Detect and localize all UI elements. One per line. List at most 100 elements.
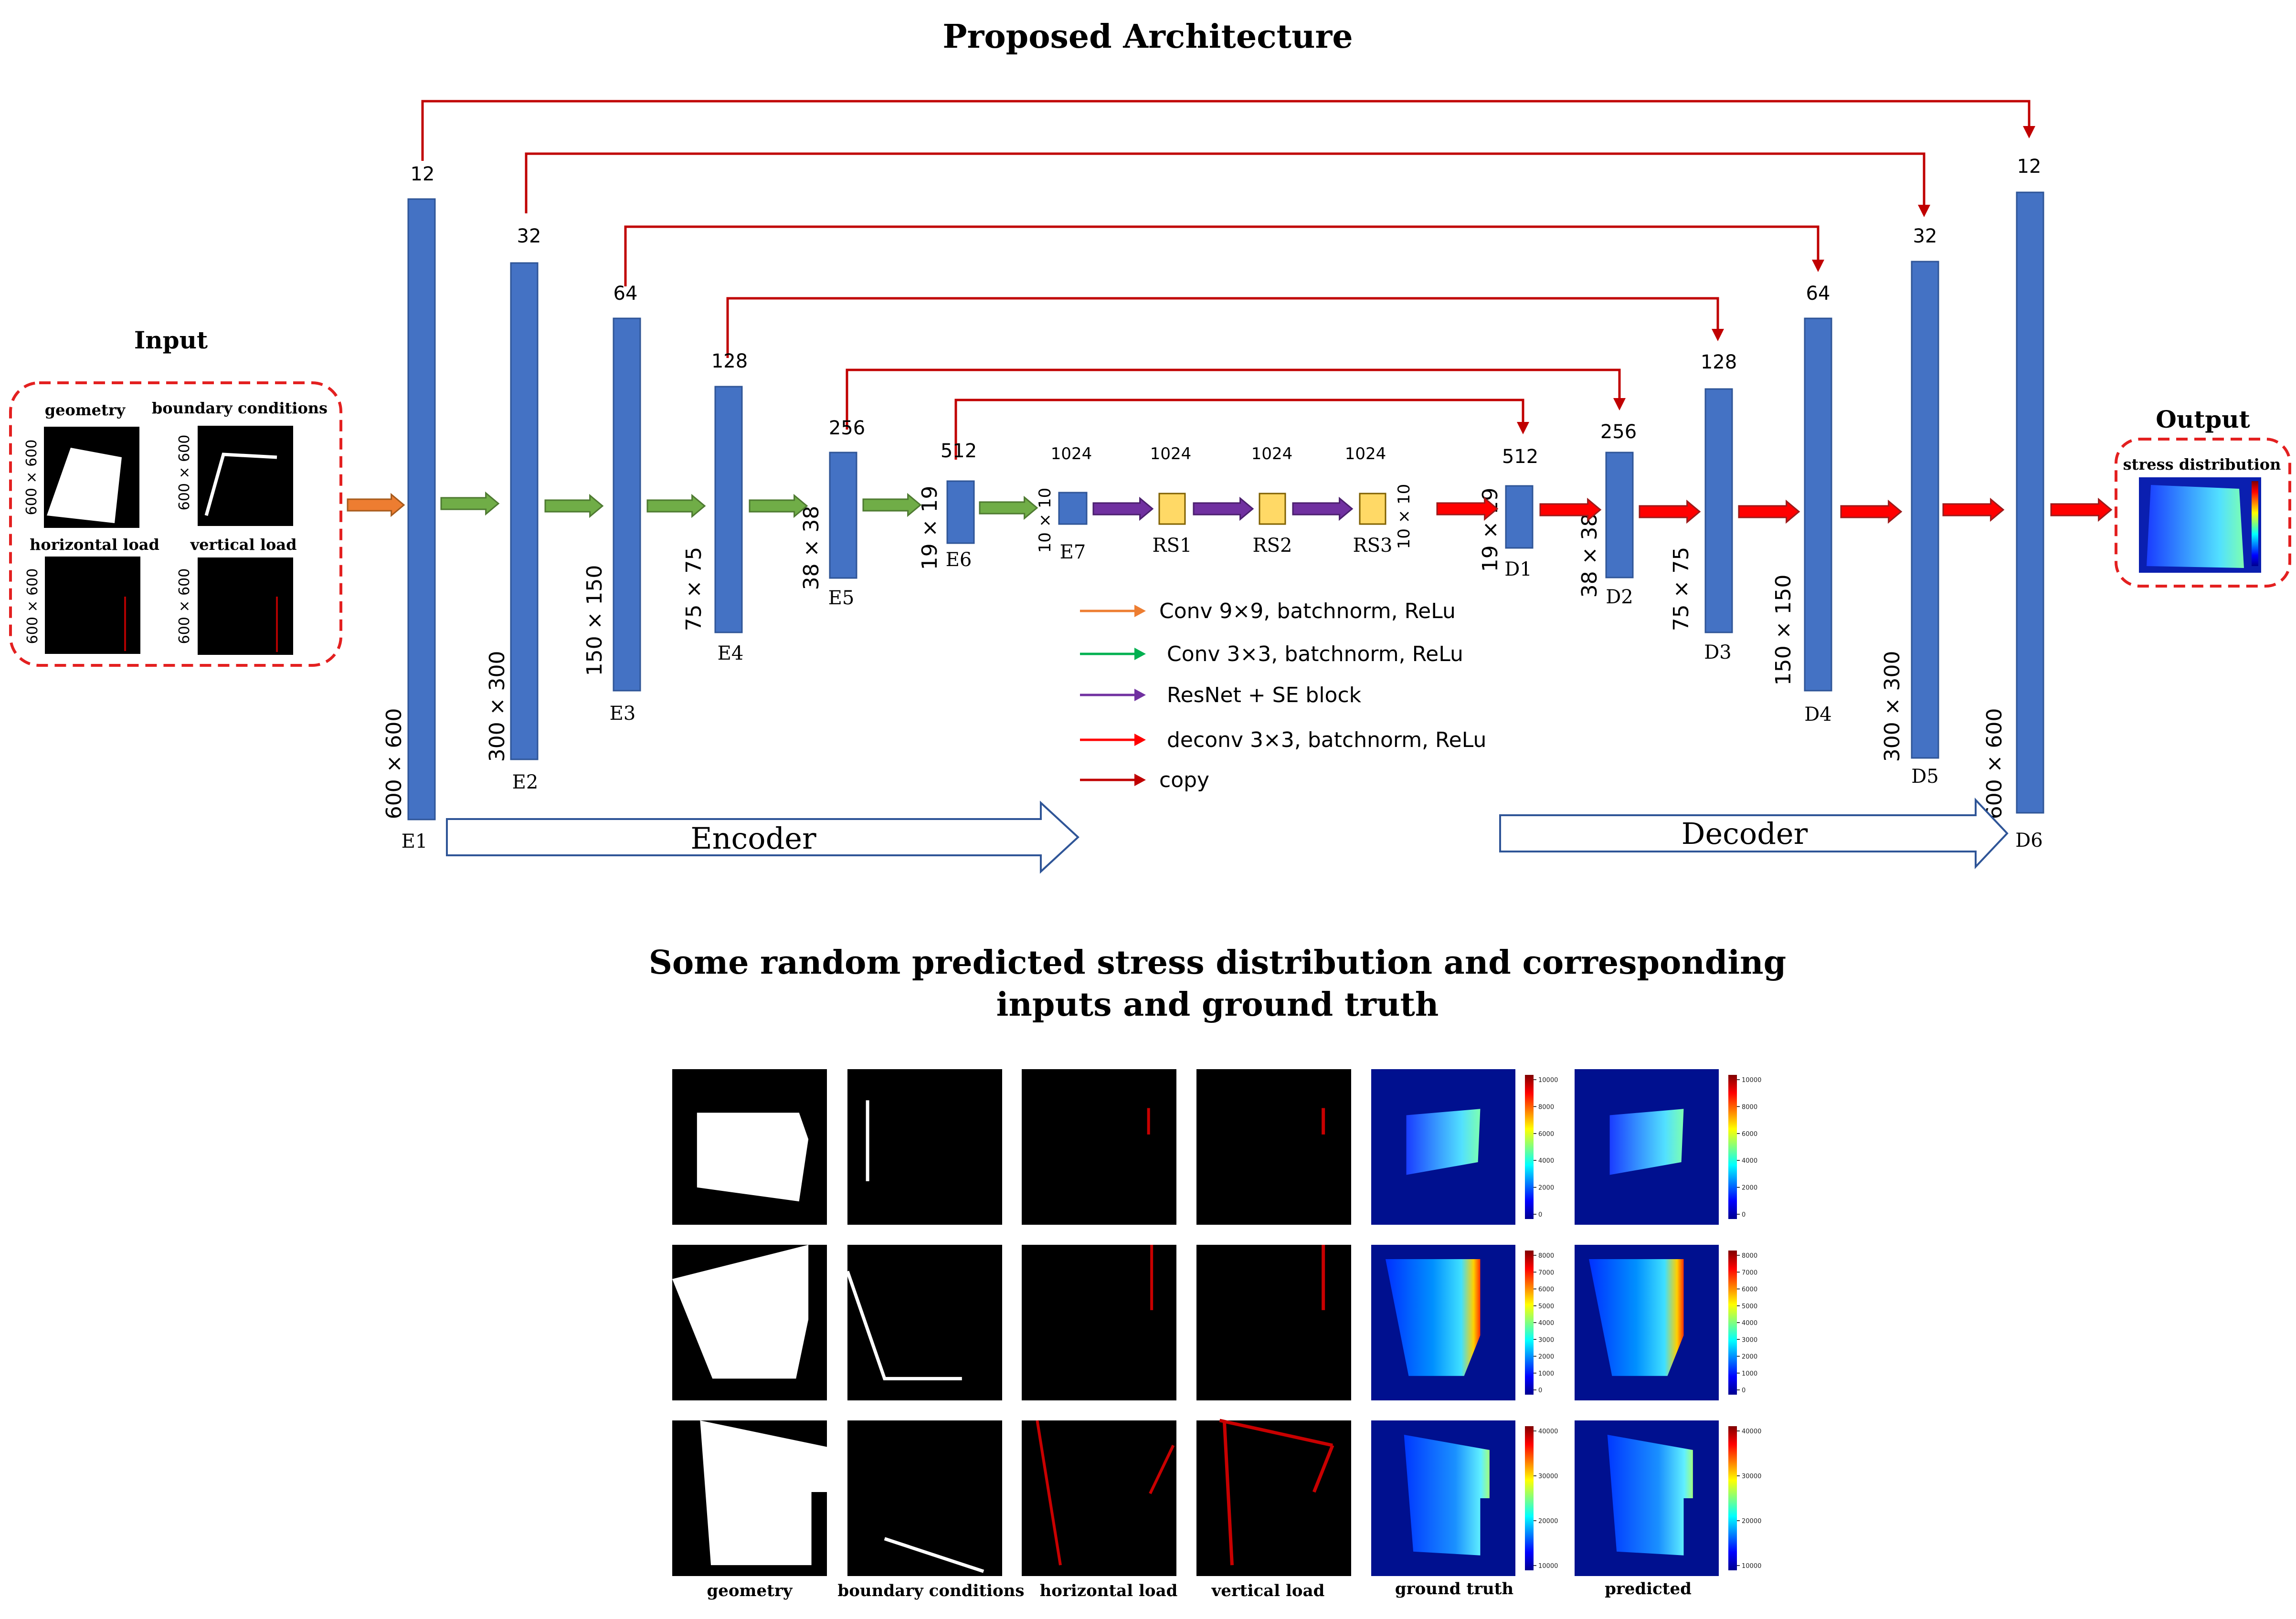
block-e1-channels: 12 — [411, 163, 435, 185]
block-e1-label: E1 — [402, 831, 428, 852]
result-horizontal-line-3-1 — [1036, 1420, 1062, 1566]
block-d5-label: D5 — [1911, 766, 1939, 788]
input-boundary-label: boundary conditions — [152, 399, 328, 417]
copy-connections — [421, 100, 2035, 460]
block-d2-size: 38 × 38 — [1577, 514, 1602, 598]
block-d4-channels: 64 — [1806, 283, 1830, 305]
block-d6 — [2016, 191, 2044, 814]
copy-arrowhead-5 — [1613, 398, 1626, 410]
input-vertical-label: vertical load — [190, 536, 297, 554]
result-predicted-tick-label-3-2: 30000 — [1742, 1473, 1761, 1480]
block-d1 — [1505, 485, 1534, 549]
result-predicted-tick-label-2-4: 5000 — [1742, 1303, 1757, 1310]
block-d3-label: D3 — [1704, 641, 1732, 663]
block-rs3-channels: 1024 — [1345, 444, 1386, 463]
result-vertical-line-3-1 — [1219, 1419, 1333, 1447]
copy-line-3 — [624, 225, 1820, 286]
result-ground-truth-shape-1 — [1406, 1109, 1481, 1175]
result-column-label-3: horizontal load — [1040, 1581, 1178, 1600]
architecture-title: Proposed Architecture — [942, 18, 1353, 56]
block-e5-size: 38 × 38 — [799, 506, 824, 590]
block-d5-channels: 32 — [1913, 225, 1937, 247]
decoder-arrow: Decoder — [1499, 797, 2009, 870]
legend-arrowhead-5 — [1134, 774, 1146, 786]
decoder-arrow-shape — [1499, 797, 2009, 870]
result-predicted-tick-label-2-6: 3000 — [1742, 1336, 1757, 1344]
block-e2 — [510, 262, 539, 760]
block-d2-channels: 256 — [1600, 421, 1637, 443]
block-e4-channels: 128 — [711, 350, 748, 372]
result-ground-truth-tick-label-2-3: 6000 — [1538, 1286, 1554, 1293]
result-vertical-line-3-2 — [1222, 1420, 1234, 1566]
copy-arrowhead-6 — [1517, 422, 1529, 434]
result-predicted-tick-label-3-3: 20000 — [1742, 1518, 1761, 1525]
result-vertical-2 — [1196, 1245, 1351, 1400]
block-d5 — [1911, 261, 1939, 759]
result-boundary-line-2-1 — [846, 1271, 962, 1380]
block-e2-channels: 32 — [517, 225, 541, 247]
output-title: Output — [2156, 405, 2250, 433]
result-horizontal-2 — [1022, 1245, 1176, 1400]
legend-arrowhead-1 — [1134, 605, 1146, 617]
block-e3 — [613, 317, 641, 692]
block-e4-label: E4 — [718, 642, 744, 664]
result-ground-truth-tick-label-3-2: 30000 — [1538, 1473, 1558, 1480]
block-d3-size: 75 × 75 — [1669, 547, 1693, 631]
result-ground-truth-tick-label-2-8: 1000 — [1538, 1370, 1554, 1377]
result-predicted-shape-3 — [1607, 1435, 1693, 1556]
block-e7-size: 10 × 10 — [1036, 488, 1055, 553]
result-ground-truth-tick-label-2-6: 3000 — [1538, 1336, 1554, 1344]
block-e6-size: 19 × 19 — [918, 486, 942, 570]
result-geometry-shape-2 — [672, 1245, 809, 1379]
legend-label-1: Conv 9×9, batchnorm, ReLu — [1159, 599, 1456, 623]
result-ground-truth-tick-label-1-5: 2000 — [1538, 1185, 1554, 1192]
result-boundary-3 — [847, 1420, 1002, 1576]
result-ground-truth-shape-3 — [1404, 1435, 1490, 1556]
block-e6 — [946, 480, 975, 544]
block-d3 — [1704, 388, 1733, 633]
block-d2-label: D2 — [1606, 586, 1633, 608]
result-ground-truth-tick-label-3-3: 20000 — [1538, 1518, 1558, 1525]
arrow-deconv-2 — [1539, 497, 1602, 522]
block-d5-size: 300 × 300 — [1880, 651, 1905, 762]
encoder-label: Encoder — [690, 821, 816, 856]
result-predicted-tick-label-1-3: 6000 — [1742, 1131, 1757, 1138]
block-d6-label: D6 — [2015, 830, 2043, 852]
result-horizontal-1 — [1022, 1069, 1176, 1225]
arrow-conv3-5 — [862, 493, 922, 517]
result-predicted-tick-label-2-7: 2000 — [1742, 1354, 1757, 1361]
arrow-conv3-2 — [544, 494, 604, 518]
result-ground-truth-tick-label-1-3: 6000 — [1538, 1131, 1554, 1138]
result-predicted-tick-label-2-2: 7000 — [1742, 1269, 1757, 1276]
result-column-label-5: ground truth — [1395, 1579, 1513, 1598]
block-rs1-label: RS1 — [1153, 535, 1192, 557]
result-predicted-tick-label-2-1: 8000 — [1742, 1252, 1757, 1260]
output-colorbar — [2252, 481, 2258, 566]
block-e3-label: E3 — [610, 703, 636, 725]
process-arrows — [347, 491, 2113, 524]
block-e1 — [407, 198, 436, 820]
input-vertical-size: 600 × 600 — [176, 568, 193, 644]
arrow-conv3-6 — [979, 495, 1038, 520]
results-title-line2: inputs and ground truth — [996, 986, 1439, 1024]
block-e2-label: E2 — [512, 771, 539, 793]
block-rs1-channels: 1024 — [1150, 444, 1192, 463]
arrow-deconv-3 — [1639, 499, 1701, 524]
block-d3-channels: 128 — [1701, 351, 1737, 373]
result-ground-truth-tick-label-1-1: 10000 — [1538, 1077, 1558, 1084]
arrow-deconv-5 — [1840, 499, 1903, 524]
legend-label-5: copy — [1159, 768, 1209, 792]
legend: Conv 9×9, batchnorm, ReLu Conv 3×3, batch… — [1080, 599, 1486, 792]
result-predicted-tick-label-1-6: 0 — [1742, 1211, 1746, 1219]
result-ground-truth-tick-label-2-9: 0 — [1538, 1387, 1542, 1394]
result-ground-truth-tick-label-3-1: 40000 — [1538, 1428, 1558, 1435]
block-rs2-label: RS2 — [1253, 535, 1292, 557]
legend-label-2: Conv 3×3, batchnorm, ReLu — [1167, 642, 1463, 666]
block-rs2-channels: 1024 — [1251, 444, 1293, 463]
output-panel: Output stress distribution — [2115, 405, 2291, 588]
block-e7-channels: 1024 — [1051, 444, 1092, 463]
block-e5-channels: 256 — [829, 417, 865, 439]
